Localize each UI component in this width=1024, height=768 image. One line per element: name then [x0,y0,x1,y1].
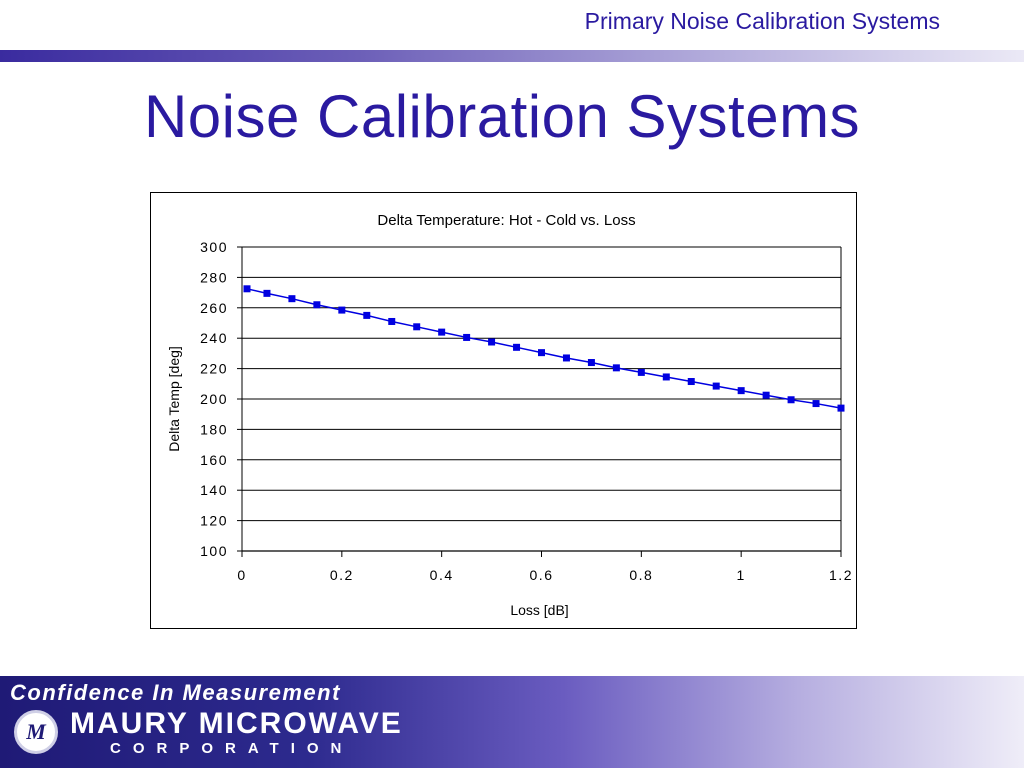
data-point [363,311,371,319]
x-tick-label: 1.2 [829,567,853,583]
data-point [413,323,421,331]
y-tick-label: 100 [200,543,228,559]
data-point [313,301,321,309]
data-point [687,378,695,386]
data-point [513,343,521,351]
data-point [338,306,346,314]
data-point [712,382,720,390]
data-point [787,396,795,404]
x-tick-label: 0.6 [530,567,554,583]
data-point [562,354,570,362]
data-point [538,349,545,357]
logo-mark: M [26,719,46,744]
company-subtitle: CORPORATION [110,740,354,757]
data-point [388,317,396,325]
x-tick-label: 1 [737,567,746,583]
footer-banner [0,676,1024,768]
data-point [463,333,471,341]
data-point [488,338,496,346]
chart: Delta Temperature: Hot - Cold vs. Loss10… [166,212,853,618]
x-axis-label: Loss [dB] [510,602,568,618]
y-tick-label: 300 [200,239,228,255]
footer-tagline: Confidence In Measurement [10,680,341,705]
y-tick-label: 260 [200,300,228,316]
y-tick-label: 160 [200,452,228,468]
y-tick-label: 240 [200,330,228,346]
slide-title: Noise Calibration Systems [143,83,861,150]
data-point [812,400,820,408]
y-tick-label: 140 [200,482,228,498]
y-tick-label: 180 [200,421,228,437]
y-tick-label: 280 [200,269,228,285]
company-name: MAURY MICROWAVE [70,707,403,740]
y-tick-label: 220 [200,361,228,377]
company-logo-icon: M [14,710,58,754]
data-point [243,285,251,293]
data-point [438,328,446,336]
data-point [288,295,296,303]
data-point [612,364,620,372]
chart-frame: Delta Temperature: Hot - Cold vs. Loss 10… [150,192,857,629]
data-point [737,387,745,395]
data-point [263,289,271,297]
data-point [762,391,770,399]
header-divider-bar [0,50,1024,62]
y-tick-label: 120 [200,513,228,529]
x-tick-label: 0.4 [430,567,454,583]
y-tick-label: 200 [200,391,228,407]
section-header: Primary Noise Calibration Systems [584,8,940,34]
x-tick-label: 0 [237,567,246,583]
series-line [246,288,842,409]
data-point [837,404,845,412]
x-tick-label: 0.2 [330,567,354,583]
y-axis-label: Delta Temp [deg] [166,346,182,452]
x-tick-label: 0.8 [629,567,653,583]
data-point [637,368,645,376]
chart-title: Delta Temperature: Hot - Cold vs. Loss [377,212,635,229]
data-point [587,359,595,367]
data-point [662,373,670,381]
